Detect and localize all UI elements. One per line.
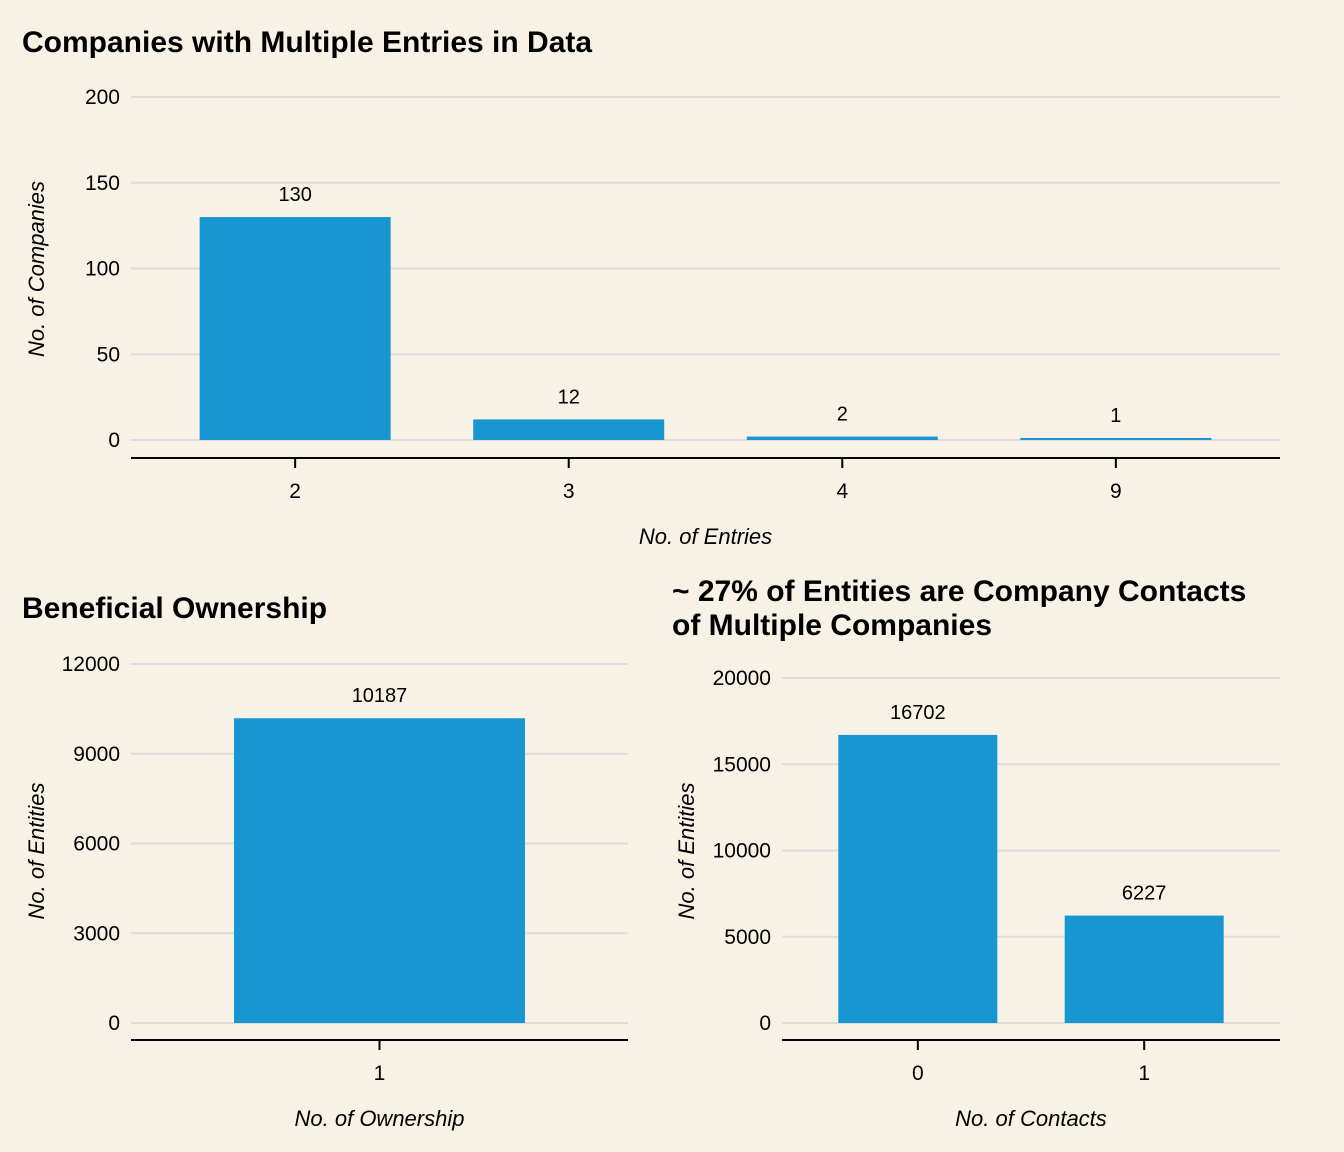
x-tick-label: 2 bbox=[289, 480, 301, 503]
y-tick-label: 100 bbox=[85, 258, 120, 281]
y-tick-label: 3000 bbox=[73, 922, 120, 945]
x-axis-title: No. of Ownership bbox=[295, 1106, 465, 1131]
chart-title: Beneficial Ownership bbox=[22, 592, 327, 625]
y-tick-label: 200 bbox=[85, 86, 120, 109]
y-tick-label: 5000 bbox=[724, 926, 771, 949]
data-label: 16702 bbox=[890, 702, 946, 724]
y-tick-label: 0 bbox=[759, 1012, 771, 1035]
chart-panel-1: Companies with Multiple Entries in Data 0… bbox=[22, 26, 1280, 549]
bar bbox=[234, 718, 525, 1023]
bar bbox=[746, 436, 938, 440]
chart-title: ~ 27% of Entities are Company Contacts bbox=[672, 575, 1246, 608]
bar bbox=[1020, 438, 1212, 440]
x-tick-label: 4 bbox=[836, 480, 848, 503]
x-tick-label: 0 bbox=[912, 1062, 924, 1085]
data-label: 1 bbox=[1110, 405, 1121, 427]
data-label: 130 bbox=[278, 184, 311, 206]
x-axis-title: No. of Entries bbox=[639, 524, 772, 549]
x-tick-label: 1 bbox=[1138, 1062, 1150, 1085]
y-tick-label: 0 bbox=[108, 429, 120, 452]
x-tick-label: 1 bbox=[374, 1062, 386, 1085]
y-tick-label: 9000 bbox=[73, 743, 120, 766]
y-axis-title: No. of Entities bbox=[24, 783, 49, 920]
y-axis-title: No. of Entities bbox=[674, 783, 699, 920]
data-label: 2 bbox=[837, 404, 848, 426]
x-tick-label: 3 bbox=[563, 480, 575, 503]
data-label: 6227 bbox=[1122, 883, 1167, 905]
y-tick-label: 12000 bbox=[62, 653, 120, 676]
bar bbox=[199, 217, 391, 440]
bar bbox=[1064, 915, 1224, 1023]
bar bbox=[473, 419, 665, 440]
x-tick-label: 9 bbox=[1110, 480, 1122, 503]
data-label: 12 bbox=[558, 386, 580, 408]
chart-panel-2: Beneficial Ownership 0 3000 6000 9000 12000 10… bbox=[22, 592, 628, 1131]
y-tick-label: 20000 bbox=[713, 667, 771, 690]
data-label: 10187 bbox=[352, 685, 408, 707]
y-tick-label: 15000 bbox=[713, 753, 771, 776]
chart-title: Companies with Multiple Entries in Data bbox=[22, 26, 592, 59]
x-axis-title: No. of Contacts bbox=[955, 1106, 1107, 1131]
y-tick-label: 50 bbox=[97, 343, 120, 366]
y-axis-title: No. of Companies bbox=[24, 181, 49, 357]
chart-title: of Multiple Companies bbox=[672, 609, 992, 642]
y-tick-label: 0 bbox=[108, 1012, 120, 1035]
bar bbox=[838, 734, 998, 1023]
chart-panel-3: ~ 27% of Entities are Company Contactsof… bbox=[672, 575, 1280, 1131]
y-tick-label: 150 bbox=[85, 172, 120, 195]
y-tick-label: 6000 bbox=[73, 833, 120, 856]
y-tick-label: 10000 bbox=[713, 840, 771, 863]
